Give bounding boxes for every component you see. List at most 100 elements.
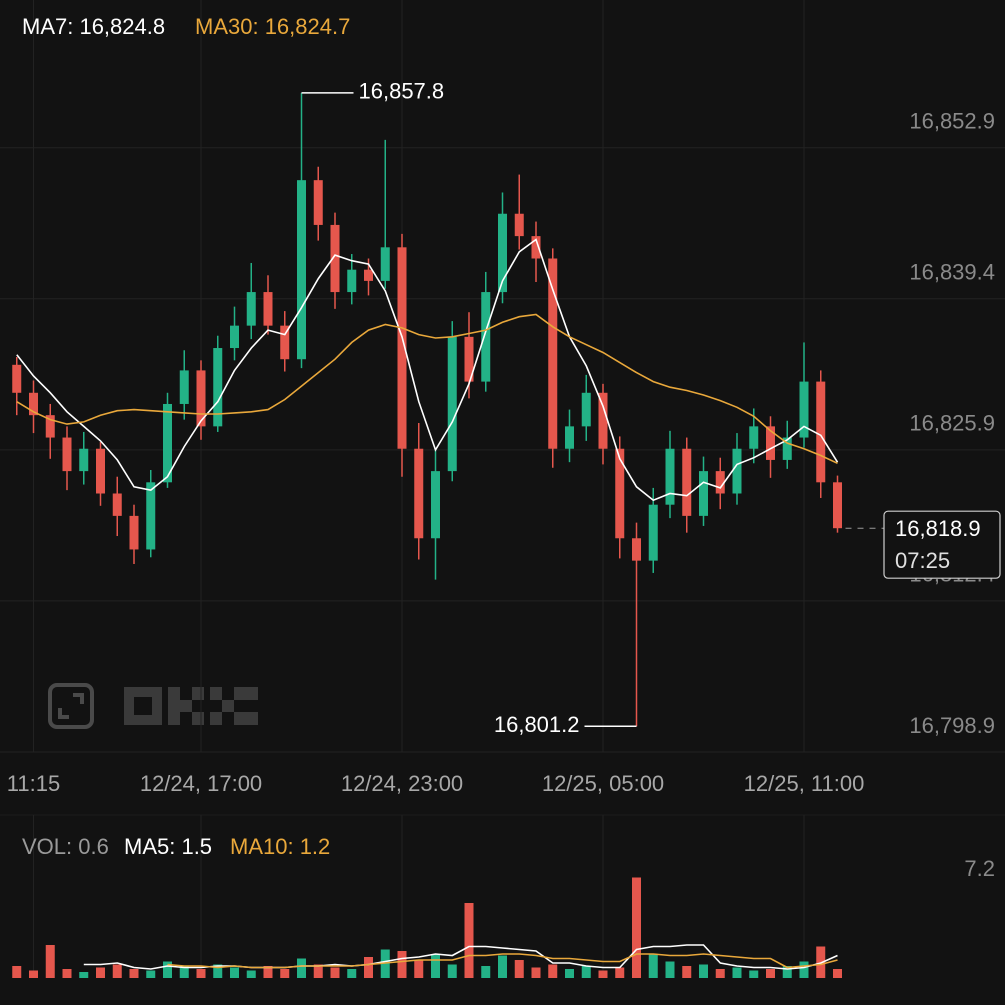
- volume-bar: [799, 961, 809, 978]
- candle-body: [112, 493, 122, 516]
- last-price-label: 16,818.9: [895, 516, 981, 541]
- volume-bar: [498, 955, 507, 978]
- candle-body: [715, 471, 725, 494]
- volume-bar: [280, 969, 290, 978]
- volume-bar: [732, 967, 742, 978]
- candle-body: [246, 292, 256, 326]
- volume-bar: [12, 966, 22, 978]
- candle-body: [665, 448, 675, 505]
- indicator-label: MA30: 16,824.7: [195, 14, 350, 39]
- volume-bar: [246, 970, 256, 978]
- candle-body: [464, 336, 474, 382]
- volume-bar: [263, 966, 273, 978]
- high-label: 16,857.8: [359, 79, 445, 104]
- candle-body: [196, 370, 206, 427]
- candle-body: [581, 392, 591, 427]
- candle-body: [632, 538, 641, 561]
- candle-body: [648, 504, 658, 561]
- volume-bar: [682, 966, 692, 978]
- candle-body: [782, 437, 792, 460]
- volume-bar: [330, 967, 340, 978]
- candle-body: [163, 403, 172, 483]
- y-tick-label: 16,798.9: [909, 713, 995, 738]
- candle-body: [816, 381, 826, 483]
- x-tick-label: 12/25, 05:00: [542, 771, 664, 796]
- volume-bar: [766, 969, 775, 978]
- volume-bar: [364, 957, 373, 978]
- volume-bar: [146, 970, 156, 978]
- volume-bar: [514, 960, 524, 978]
- candle-body: [431, 471, 440, 539]
- volume-bar: [749, 970, 759, 978]
- candle-body: [263, 292, 273, 326]
- volume-bar: [648, 954, 658, 978]
- candle-body: [347, 269, 357, 293]
- ma-line: [16, 313, 838, 465]
- candle-body: [531, 236, 541, 259]
- volume-bar: [196, 969, 206, 978]
- candle-body: [364, 269, 373, 281]
- candle-body: [732, 448, 742, 494]
- candle-body: [514, 213, 524, 237]
- candle-body: [62, 437, 72, 472]
- candle-body: [749, 426, 759, 449]
- volume-bar: [112, 964, 122, 978]
- candle-body: [380, 247, 390, 281]
- volume-bar: [230, 967, 239, 978]
- volume-bar: [347, 969, 357, 978]
- volume-bar: [45, 945, 55, 978]
- volume-bar: [129, 969, 139, 978]
- candle-body: [179, 370, 189, 404]
- volume-bar: [213, 964, 223, 978]
- volume-bar: [715, 969, 725, 978]
- candle-body: [833, 482, 842, 529]
- volume-bar: [615, 967, 625, 978]
- candle-body: [79, 448, 89, 472]
- volume-bar: [581, 966, 591, 978]
- candle-body: [213, 348, 223, 427]
- candle-body: [280, 325, 290, 360]
- candle-body: [397, 247, 407, 449]
- candle-body: [313, 180, 323, 225]
- candle-body: [615, 448, 625, 539]
- candle-body: [330, 224, 340, 293]
- volume-bar: [531, 967, 541, 978]
- volume-bar: [833, 969, 842, 978]
- candle-body: [146, 482, 156, 550]
- candle-body: [414, 448, 424, 539]
- low-label: 16,801.2: [494, 712, 580, 737]
- volume-bar: [782, 966, 792, 978]
- volume-bar: [464, 903, 474, 978]
- volume-bar: [163, 961, 172, 978]
- candle-body: [29, 392, 38, 416]
- volume-bar: [632, 877, 641, 978]
- candle-body: [129, 515, 139, 550]
- volume-indicator-label: VOL: 0.6: [22, 834, 109, 859]
- candle-body: [447, 336, 457, 472]
- countdown: 07:25: [895, 548, 950, 573]
- indicator-label: MA7: 16,824.8: [22, 14, 165, 39]
- volume-bar: [62, 969, 72, 978]
- x-tick-label: 12/24, 23:00: [341, 771, 463, 796]
- volume-bar: [699, 964, 708, 978]
- volume-bar: [179, 966, 189, 978]
- candle-body: [498, 213, 507, 293]
- volume-bar: [297, 958, 306, 978]
- volume-bar: [431, 954, 440, 978]
- candle-body: [565, 426, 574, 449]
- volume-indicator-label: MA5: 1.5: [124, 834, 212, 859]
- candle-body: [699, 471, 708, 516]
- candle-body: [598, 392, 608, 449]
- volume-bar: [96, 967, 105, 978]
- candle-body: [230, 325, 239, 349]
- volume-tick-label: 7.2: [964, 856, 995, 881]
- watermark: [48, 683, 258, 729]
- x-tick-label: 11:15: [7, 771, 60, 796]
- candle-body: [481, 292, 491, 382]
- candle-body: [96, 448, 105, 494]
- y-tick-label: 16,825.9: [909, 411, 995, 436]
- volume-bar: [397, 951, 407, 978]
- y-tick-label: 16,852.9: [909, 109, 995, 134]
